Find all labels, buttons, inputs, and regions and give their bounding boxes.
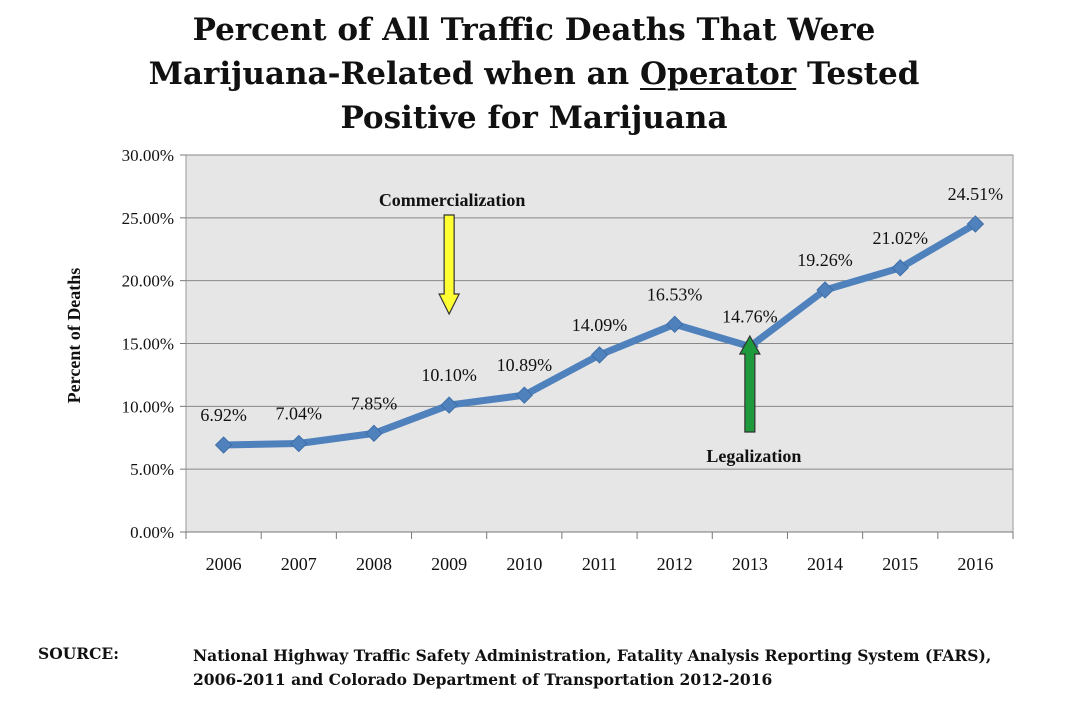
title-line-2: Marijuana-Related when an Operator Teste… <box>0 52 1068 96</box>
data-point <box>891 259 909 277</box>
title-line-3: Positive for Marijuana <box>340 100 728 136</box>
annotation-commercialization-label: Commercialization <box>379 190 526 210</box>
data-label: 21.02% <box>872 228 928 248</box>
annotation-arrow-down <box>438 214 461 316</box>
x-tick-label: 2015 <box>882 554 918 574</box>
data-label: 6.92% <box>200 405 247 425</box>
data-label: 24.51% <box>948 184 1004 204</box>
data-point <box>590 346 609 364</box>
title-line-2-post: Tested <box>796 56 920 92</box>
data-point <box>365 424 383 443</box>
x-tick-label: 2011 <box>582 554 617 574</box>
x-tick-label: 2006 <box>206 554 242 574</box>
annotation-arrow-up <box>738 334 761 433</box>
y-tick-label: 10.00% <box>122 397 174 416</box>
y-tick-label: 5.00% <box>130 460 174 479</box>
source-line-1: National Highway Traffic Safety Administ… <box>193 646 992 665</box>
source-label: SOURCE: <box>38 644 119 663</box>
x-tick-label: 2014 <box>807 554 843 574</box>
y-tick-label: 15.00% <box>122 335 174 354</box>
title-underlined-word: Operator <box>640 56 797 92</box>
line-chart: 0.00% 5.00% 10.00% 15.00% 20.00% 25.00% 30.00%… <box>64 146 1014 574</box>
data-label: 7.85% <box>351 393 398 413</box>
data-point <box>966 215 985 233</box>
y-tick-label: 0.00% <box>130 523 174 542</box>
data-point <box>665 315 684 333</box>
source-text: National Highway Traffic Safety Administ… <box>193 644 1053 692</box>
data-label: 19.26% <box>797 250 853 270</box>
data-point <box>290 434 308 453</box>
data-label: 10.89% <box>497 355 553 375</box>
x-tick-label: 2007 <box>281 554 317 574</box>
data-label: 16.53% <box>647 284 703 304</box>
data-point <box>515 386 534 404</box>
y-tick-label: 25.00% <box>122 209 174 228</box>
data-label: 14.76% <box>722 307 778 327</box>
y-tick-label: 20.00% <box>122 272 174 291</box>
x-tick-label: 2008 <box>356 554 392 574</box>
y-tick-label: 30.00% <box>122 146 174 165</box>
x-tick-label: 2013 <box>732 554 768 574</box>
data-point <box>816 281 834 299</box>
chart-title: Percent of All Traffic Deaths That Were … <box>0 8 1068 140</box>
x-tick-label: 2009 <box>431 554 467 574</box>
annotation-legalization-label: Legalization <box>706 446 801 466</box>
title-line-2-pre: Marijuana-Related when an <box>148 56 641 92</box>
y-axis-label: Percent of Deaths <box>64 268 84 404</box>
x-tick-label: 2012 <box>657 554 693 574</box>
title-line-1: Percent of All Traffic Deaths That Were <box>192 12 876 48</box>
data-point <box>214 436 233 454</box>
data-label: 14.09% <box>572 315 628 335</box>
source-line-2: 2006-2011 and Colorado Department of Tra… <box>193 670 773 689</box>
x-tick-label: 2010 <box>506 554 542 574</box>
x-tick-label: 2016 <box>957 554 993 574</box>
data-label: 7.04% <box>276 404 323 424</box>
data-point <box>440 396 458 414</box>
data-label: 10.10% <box>421 365 477 385</box>
